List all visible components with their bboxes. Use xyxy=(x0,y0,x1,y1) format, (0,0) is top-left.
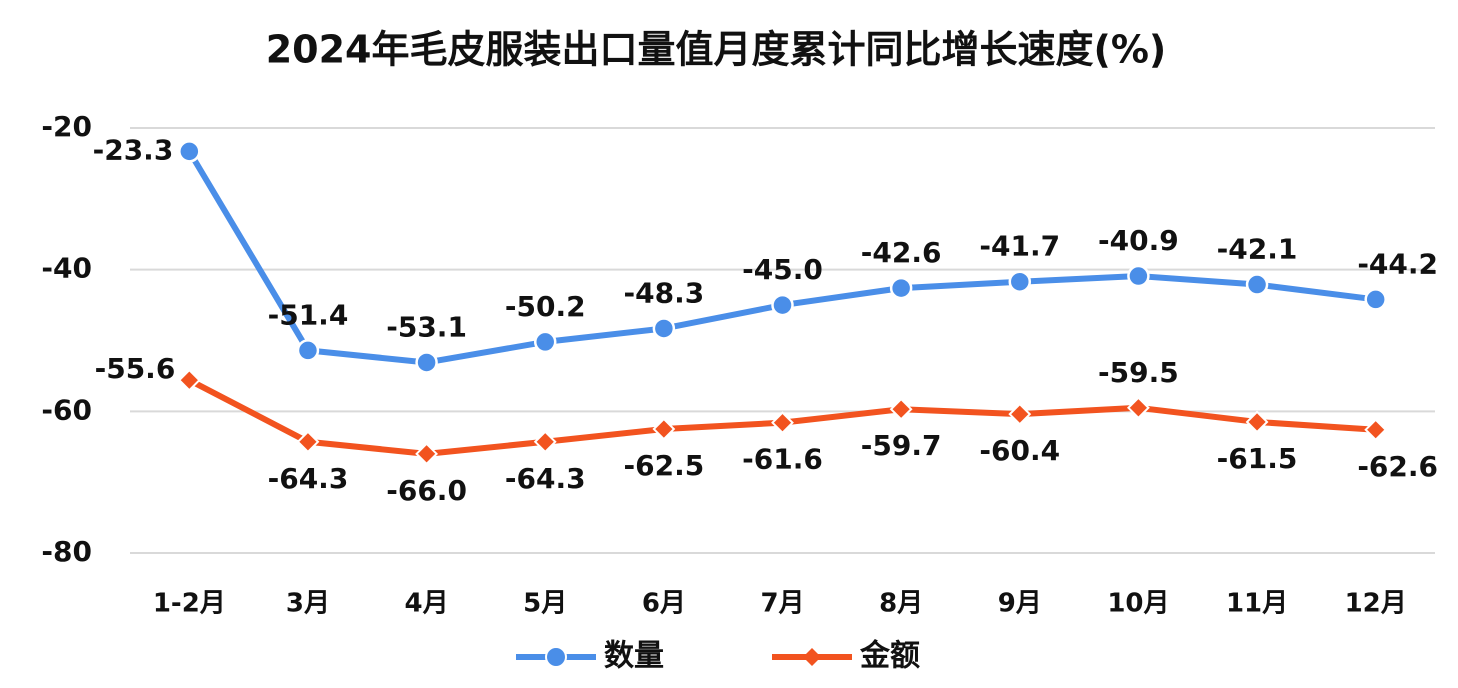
legend-marker xyxy=(545,646,567,668)
point xyxy=(296,339,320,362)
x-tick-label: 3月 xyxy=(286,589,330,619)
data-label: -53.1 xyxy=(386,310,467,343)
point xyxy=(177,368,201,392)
x-tick-label: 9月 xyxy=(998,589,1042,619)
data-label: -23.3 xyxy=(93,133,174,166)
legend-label: 金额 xyxy=(859,639,920,674)
point xyxy=(533,330,557,354)
x-tick-label: 10月 xyxy=(1107,589,1169,619)
x-tick-label: 5月 xyxy=(523,589,567,619)
point xyxy=(1364,418,1388,442)
point xyxy=(178,140,201,163)
point xyxy=(1245,273,1269,296)
point xyxy=(1126,396,1150,420)
point xyxy=(1364,288,1387,311)
data-label: -60.4 xyxy=(979,434,1060,467)
data-label: -48.3 xyxy=(624,276,705,309)
data-label: -66.0 xyxy=(386,474,467,507)
point xyxy=(1008,270,1032,293)
x-tick-label: 8月 xyxy=(879,589,923,619)
data-label: -44.2 xyxy=(1357,247,1438,280)
data-label: -55.6 xyxy=(95,352,176,385)
point xyxy=(296,430,320,454)
data-label: -59.5 xyxy=(1098,356,1179,389)
data-label: -50.2 xyxy=(505,290,586,323)
y-tick-label: -60 xyxy=(41,393,92,426)
data-label: -42.1 xyxy=(1217,233,1298,266)
data-label: -59.7 xyxy=(861,429,942,462)
point xyxy=(533,430,557,454)
data-label: -51.4 xyxy=(268,298,349,331)
data-label: -62.6 xyxy=(1357,450,1438,483)
legend-marker xyxy=(803,648,821,666)
point xyxy=(889,397,913,421)
x-tick-label: 1-2月 xyxy=(153,589,226,619)
y-tick-label: -80 xyxy=(41,535,92,568)
data-label: -61.5 xyxy=(1217,442,1298,475)
point xyxy=(415,442,439,466)
x-tick-label: 12月 xyxy=(1345,589,1407,619)
point xyxy=(1245,410,1269,434)
data-label: -40.9 xyxy=(1098,224,1179,257)
x-tick-label: 7月 xyxy=(760,589,804,619)
y-tick-label: -20 xyxy=(41,110,92,143)
legend-label: 数量 xyxy=(604,639,664,674)
point xyxy=(771,411,794,435)
x-tick-label: 6月 xyxy=(642,589,686,619)
x-tick-label: 4月 xyxy=(405,589,449,619)
data-label: -64.3 xyxy=(268,462,349,495)
data-label: -62.5 xyxy=(624,449,705,482)
data-label: -64.3 xyxy=(505,462,586,495)
x-tick-label: 11月 xyxy=(1226,589,1288,619)
chart-title: 2024年毛皮服装出口量值月度累计同比增长速度(%) xyxy=(266,28,1167,72)
point xyxy=(771,293,794,317)
point xyxy=(652,317,676,340)
data-label: -61.6 xyxy=(742,443,823,476)
data-label: -45.0 xyxy=(742,253,823,286)
point xyxy=(652,417,676,441)
point xyxy=(415,351,438,374)
data-label: -42.6 xyxy=(861,236,942,269)
point xyxy=(1127,264,1150,288)
point xyxy=(1008,402,1032,426)
y-tick-label: -40 xyxy=(41,252,92,285)
point xyxy=(889,276,913,300)
data-label: -41.7 xyxy=(979,230,1060,263)
